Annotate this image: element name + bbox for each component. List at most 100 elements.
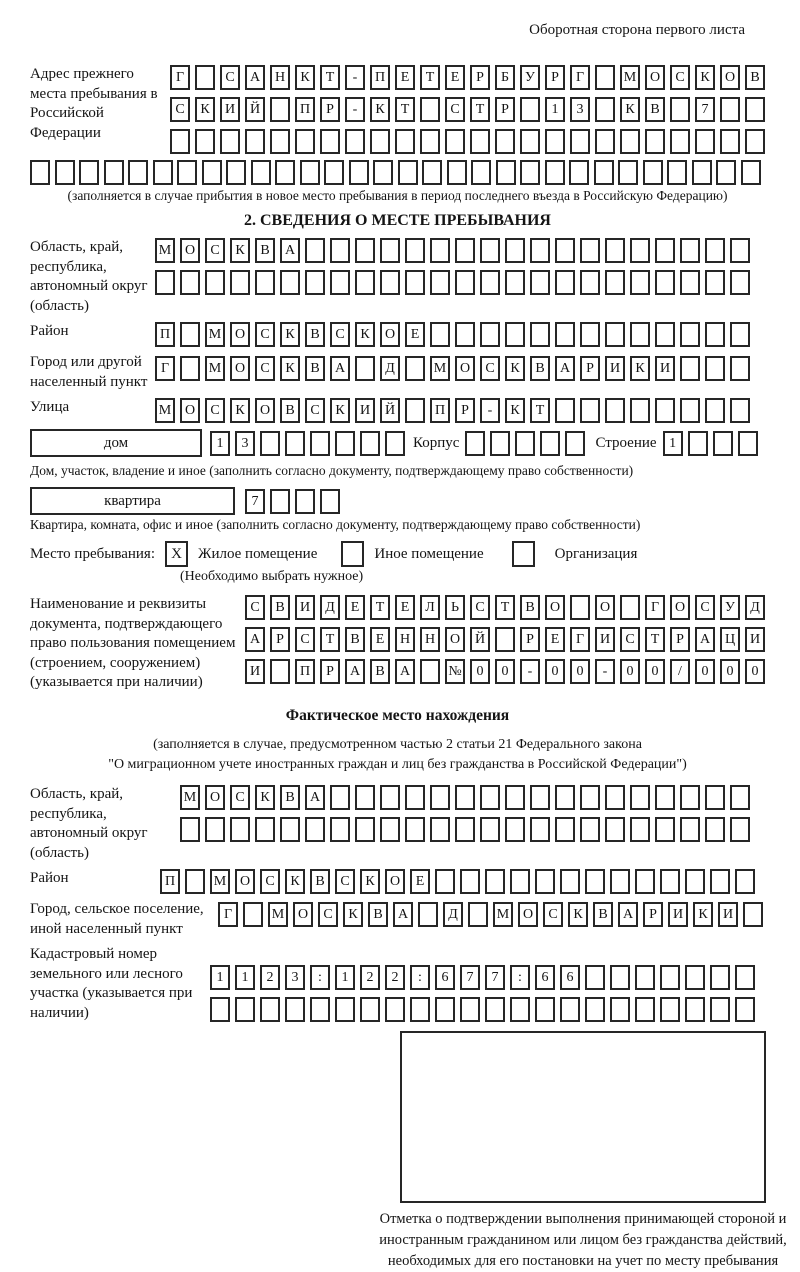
char-box[interactable]: Й	[380, 398, 400, 423]
char-box[interactable]	[226, 160, 246, 185]
char-box[interactable]: 7	[695, 97, 715, 122]
char-box[interactable]: П	[295, 659, 315, 684]
char-box[interactable]	[405, 270, 425, 295]
char-box[interactable]: О	[670, 595, 690, 620]
char-box[interactable]: Ь	[445, 595, 465, 620]
char-box[interactable]	[490, 430, 511, 456]
char-box[interactable]	[620, 129, 640, 154]
char-box[interactable]	[720, 129, 740, 154]
char-box[interactable]: -	[595, 659, 615, 684]
char-box[interactable]	[530, 785, 550, 811]
char-box[interactable]: Е	[545, 627, 565, 652]
char-box[interactable]	[405, 817, 425, 843]
char-box[interactable]	[310, 430, 330, 456]
char-box[interactable]	[505, 322, 525, 347]
char-box[interactable]: Т	[645, 627, 665, 652]
char-box[interactable]	[670, 129, 690, 154]
char-box[interactable]	[705, 817, 725, 843]
char-box[interactable]: -	[345, 97, 365, 122]
char-box[interactable]	[485, 997, 505, 1023]
char-box[interactable]: 7	[485, 965, 505, 991]
char-box[interactable]: М	[268, 902, 288, 928]
char-box[interactable]: А	[330, 356, 350, 381]
char-box[interactable]: 0	[720, 659, 740, 684]
char-box[interactable]	[201, 160, 222, 185]
char-box[interactable]	[430, 322, 450, 347]
char-box[interactable]	[720, 97, 740, 122]
char-box[interactable]: С	[305, 398, 325, 423]
char-box[interactable]: В	[368, 902, 388, 928]
char-box[interactable]: О	[180, 398, 200, 423]
char-box[interactable]	[54, 160, 75, 185]
char-box[interactable]: С	[335, 869, 355, 895]
char-box[interactable]	[495, 627, 515, 652]
char-box[interactable]: Т	[420, 65, 440, 90]
char-box[interactable]	[420, 97, 440, 122]
char-box[interactable]	[430, 785, 450, 811]
char-box[interactable]	[355, 238, 375, 263]
char-box[interactable]	[735, 869, 755, 895]
char-box[interactable]: В	[645, 97, 665, 122]
char-box[interactable]	[730, 322, 750, 347]
char-box[interactable]	[305, 817, 325, 843]
char-box[interactable]: Р	[320, 659, 340, 684]
char-box[interactable]	[397, 160, 418, 185]
char-box[interactable]	[530, 322, 550, 347]
char-box[interactable]	[585, 997, 605, 1023]
char-box[interactable]: Е	[410, 869, 430, 895]
char-box[interactable]: О	[455, 356, 475, 381]
char-box[interactable]: О	[380, 322, 400, 347]
char-box[interactable]: К	[255, 785, 275, 811]
char-box[interactable]	[655, 270, 675, 295]
char-box[interactable]: 1	[545, 97, 565, 122]
char-box[interactable]	[545, 129, 565, 154]
char-box[interactable]	[330, 785, 350, 811]
char-box[interactable]: С	[330, 322, 350, 347]
char-box[interactable]	[680, 270, 700, 295]
char-box[interactable]	[580, 322, 600, 347]
char-box[interactable]	[555, 398, 575, 423]
char-box[interactable]	[555, 270, 575, 295]
char-box[interactable]	[385, 997, 405, 1023]
char-box[interactable]	[230, 270, 250, 295]
char-box[interactable]	[180, 356, 200, 381]
char-box[interactable]: К	[195, 97, 215, 122]
char-box[interactable]: С	[205, 398, 225, 423]
char-box[interactable]: 1	[662, 430, 683, 456]
char-box[interactable]	[630, 785, 650, 811]
char-box[interactable]: -	[480, 398, 500, 423]
char-box[interactable]	[405, 238, 425, 263]
char-box[interactable]	[180, 817, 200, 843]
char-box[interactable]	[555, 785, 575, 811]
char-box[interactable]: 1	[210, 430, 230, 456]
char-box[interactable]: О	[180, 238, 200, 263]
char-box[interactable]	[593, 160, 614, 185]
checkbox-organization[interactable]	[511, 541, 535, 567]
char-box[interactable]: С	[480, 356, 500, 381]
char-box[interactable]	[535, 997, 555, 1023]
char-box[interactable]	[295, 488, 315, 514]
char-box[interactable]	[335, 997, 355, 1023]
char-box[interactable]	[485, 869, 505, 895]
char-box[interactable]	[635, 869, 655, 895]
char-box[interactable]	[410, 997, 430, 1023]
char-box[interactable]	[680, 817, 700, 843]
char-box[interactable]: А	[305, 785, 325, 811]
char-box[interactable]: А	[245, 65, 265, 90]
char-box[interactable]: А	[618, 902, 638, 928]
char-box[interactable]	[630, 238, 650, 263]
char-box[interactable]: К	[370, 97, 390, 122]
char-box[interactable]	[455, 270, 475, 295]
char-box[interactable]: И	[220, 97, 240, 122]
char-box[interactable]	[580, 817, 600, 843]
char-box[interactable]: Б	[495, 65, 515, 90]
checkbox-other-premise[interactable]	[341, 541, 365, 567]
char-box[interactable]: В	[530, 356, 550, 381]
char-box[interactable]	[610, 997, 630, 1023]
char-box[interactable]	[620, 595, 640, 620]
char-box[interactable]	[505, 270, 525, 295]
char-box[interactable]	[430, 270, 450, 295]
char-box[interactable]: В	[745, 65, 765, 90]
char-box[interactable]: К	[355, 322, 375, 347]
char-box[interactable]	[705, 398, 725, 423]
